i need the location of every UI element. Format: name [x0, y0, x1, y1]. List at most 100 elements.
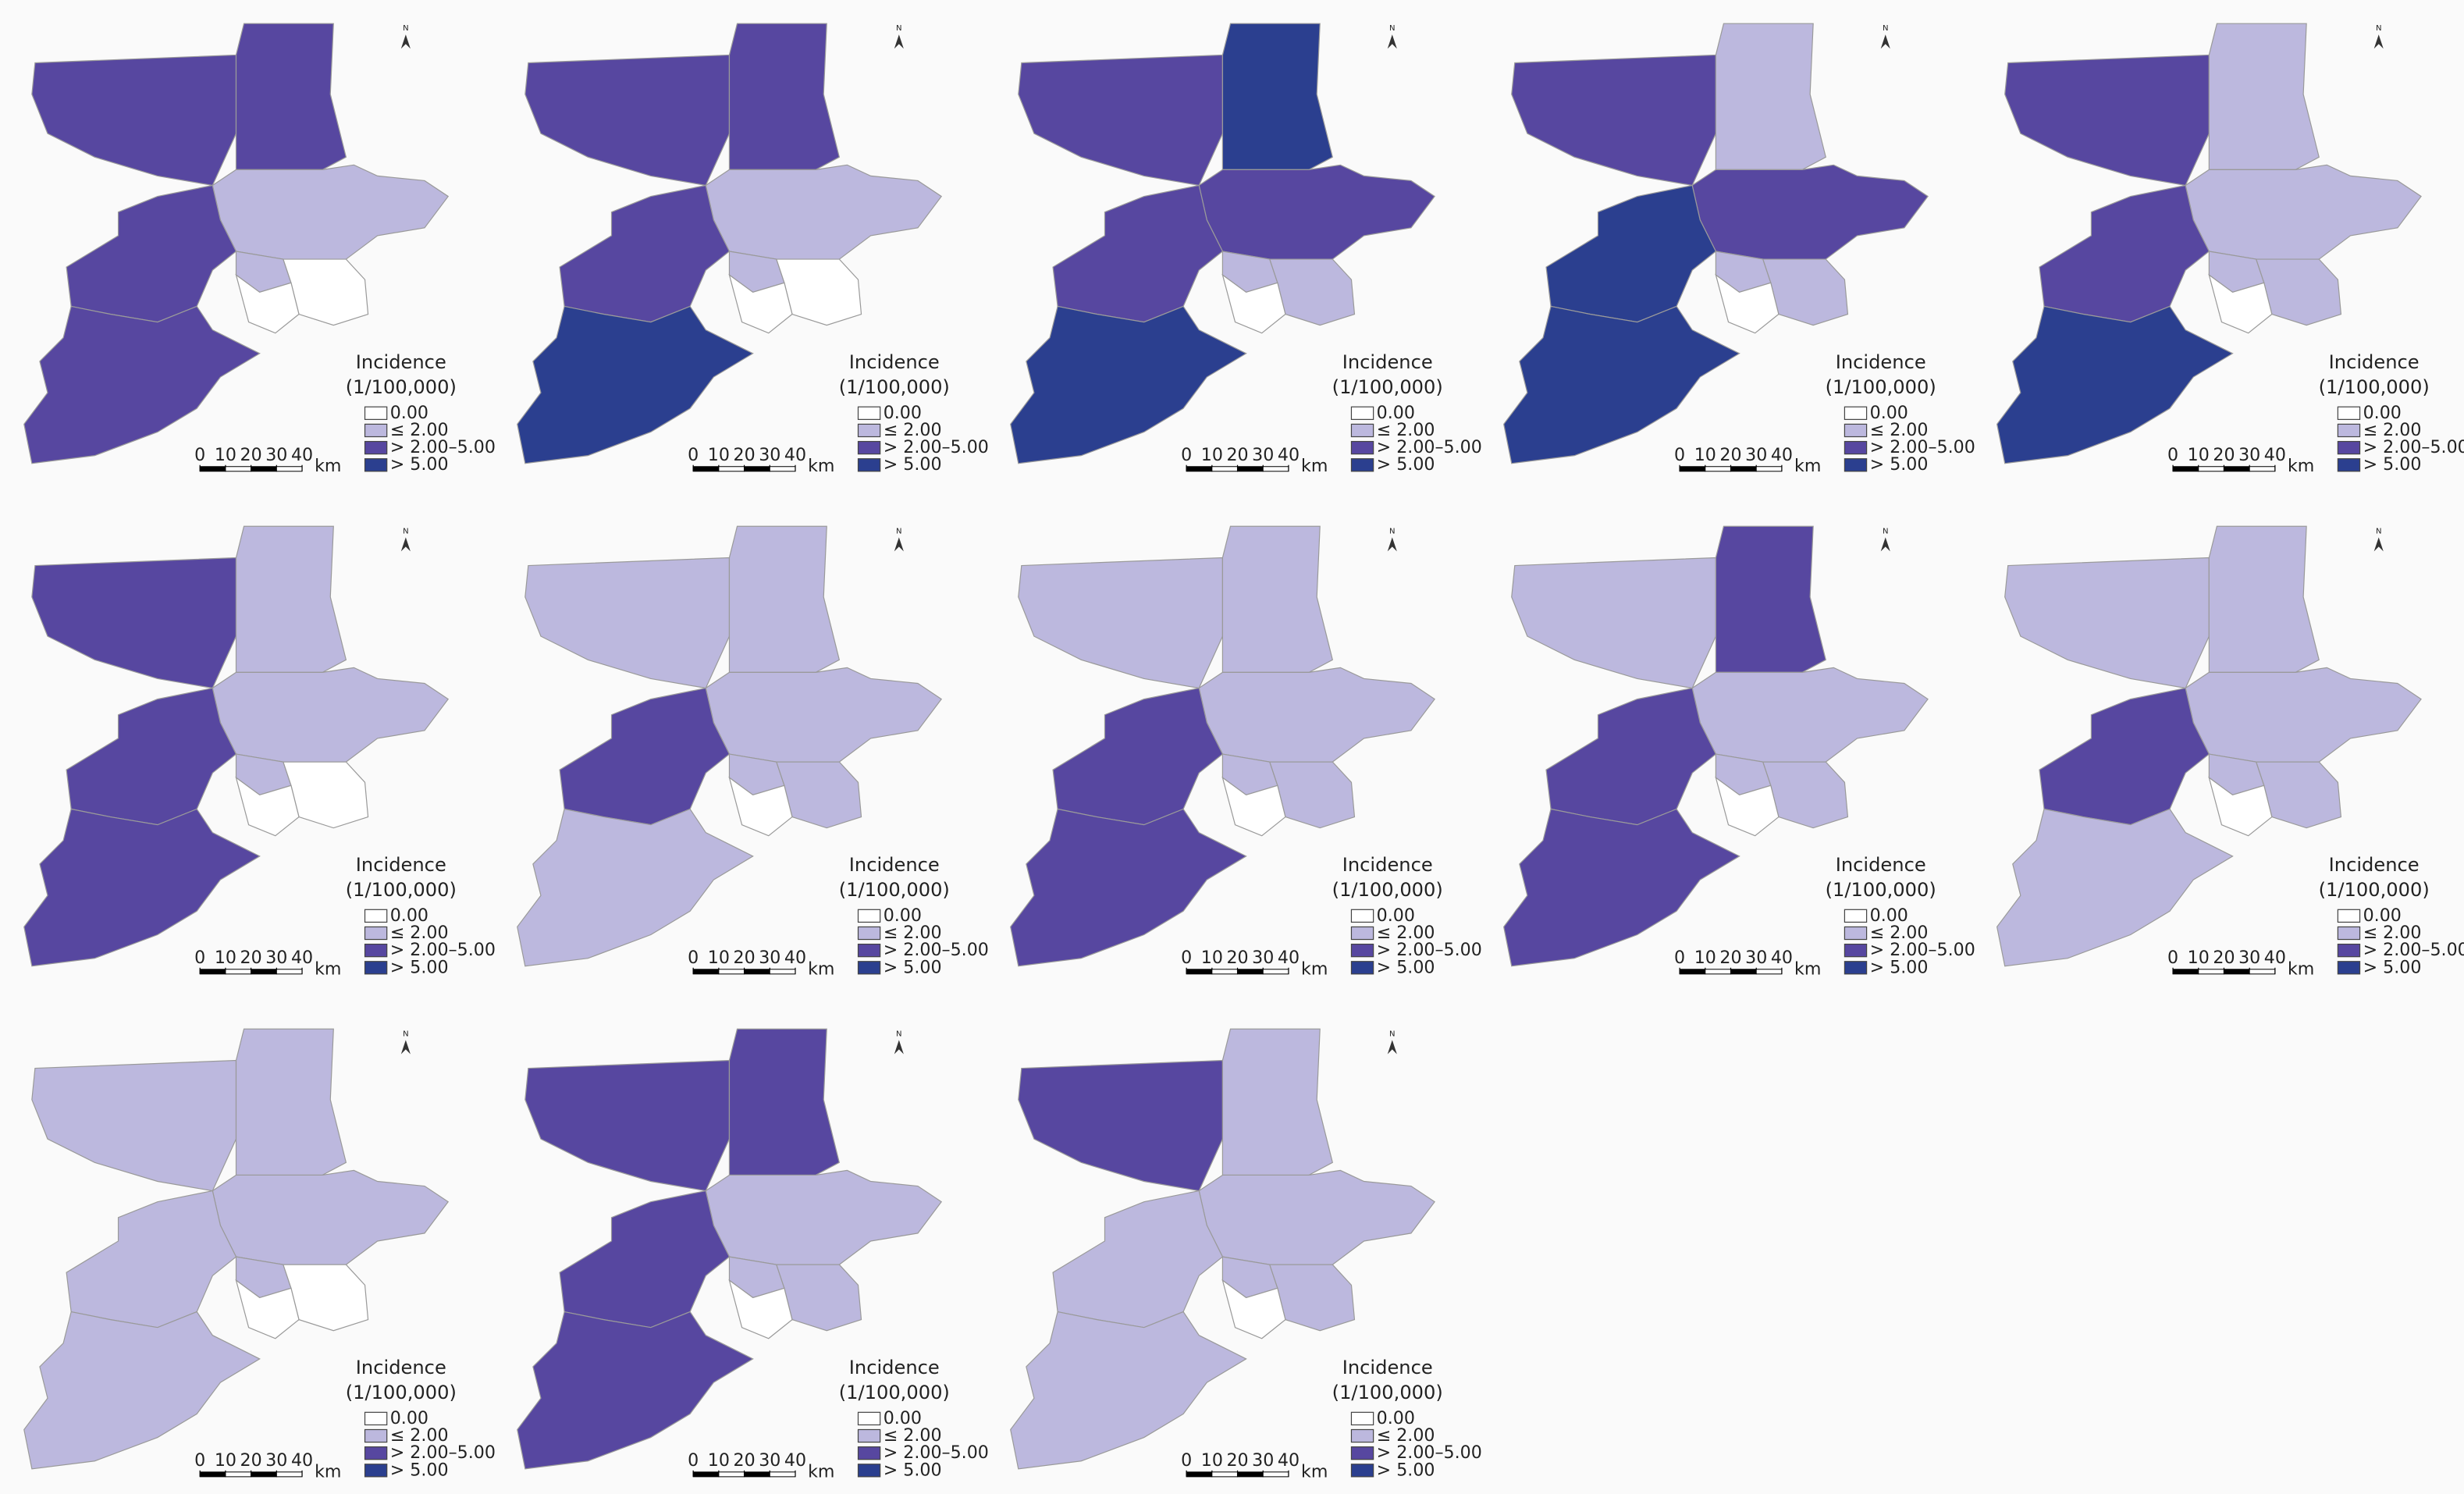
scale-segment: [692, 969, 720, 975]
legend-swatch: [1844, 406, 1868, 420]
district: [559, 184, 731, 323]
north-label: N: [2376, 24, 2382, 33]
scale-unit: km: [315, 1461, 341, 1482]
legend-label: 0.00: [1377, 905, 1415, 926]
legend-label: > 5.00: [884, 1460, 942, 1480]
scale-tick-label: 20: [1226, 948, 1248, 968]
scale-segment: [769, 466, 796, 472]
scale-tick-label: 30: [1745, 948, 1767, 968]
legend-label: 0.00: [2363, 403, 2402, 423]
scale-tick-label: 10: [1694, 948, 1716, 968]
scale-tick-label: 0: [688, 948, 699, 968]
scale-tick-label: 40: [1278, 445, 1300, 465]
legend-swatch: [364, 1464, 388, 1478]
north-label: N: [2376, 527, 2382, 535]
legend-title: Incidence: [356, 854, 446, 876]
district: [235, 1028, 347, 1176]
scale-tick-label: 0: [1181, 948, 1192, 968]
scale-tick-label: 0: [688, 445, 699, 465]
district: [1221, 776, 1286, 837]
map-panel: N Incidence (1/100,000) 0.00≤ 2.00> 2.00–5.…: [1503, 23, 1975, 476]
legend-swatch: [857, 909, 881, 923]
district: [517, 808, 754, 967]
scale-tick-label: 0: [1181, 445, 1192, 465]
district: [1996, 305, 2234, 464]
north-arrow: [400, 537, 411, 552]
scale-segment: [1211, 969, 1239, 975]
scale-tick-label: 10: [1694, 445, 1716, 465]
scale-tick-label: 40: [1771, 948, 1793, 968]
scale-segment: [225, 466, 252, 472]
legend-label: 0.00: [1377, 1408, 1415, 1428]
north-label: N: [1389, 24, 1396, 33]
legend-swatch: [364, 406, 388, 420]
scale-tick-label: 10: [215, 1450, 236, 1471]
district: [2208, 23, 2320, 170]
district: [1511, 557, 1716, 689]
scale-tick-label: 30: [2238, 948, 2260, 968]
scale-tick-label: 0: [194, 1450, 205, 1471]
scale-segment: [2172, 969, 2199, 975]
legend-label: > 5.00: [2363, 454, 2422, 475]
district: [1052, 687, 1224, 826]
north-label: N: [1389, 527, 1396, 535]
legend-label: > 5.00: [390, 1460, 449, 1480]
legend-swatch: [1350, 1411, 1374, 1426]
district: [1503, 305, 1740, 464]
north-label: N: [403, 24, 409, 33]
district: [524, 557, 731, 689]
scale-segment: [251, 969, 277, 975]
legend-label: > 2.00–5.00: [1870, 940, 1975, 960]
district: [1511, 54, 1716, 187]
district: [705, 667, 943, 763]
scale-tick-label: 10: [1201, 948, 1223, 968]
district: [1715, 23, 1826, 170]
legend-swatch: [857, 926, 881, 941]
scale-tick-label: 40: [291, 1450, 313, 1471]
scale-segment: [2223, 466, 2250, 472]
legend-swatch: [1844, 961, 1868, 975]
scale-segment: [744, 969, 770, 975]
legend-swatch: [857, 1428, 881, 1443]
scale-segment: [1237, 969, 1264, 975]
north-arrow: [894, 34, 904, 49]
scale-tick-label: 20: [734, 1450, 756, 1471]
legend-label: > 2.00–5.00: [2363, 940, 2464, 960]
scale-segment: [2172, 466, 2199, 472]
legend-label: 0.00: [1870, 403, 1908, 423]
legend-title: Incidence: [2329, 854, 2420, 876]
legend-title: Incidence: [1342, 351, 1433, 373]
scale-tick-label: 40: [2264, 948, 2286, 968]
scale-segment: [718, 466, 745, 472]
legend-swatch: [364, 1428, 388, 1443]
scale-segment: [692, 466, 720, 472]
legend-title: Incidence: [1836, 351, 1926, 373]
district: [1198, 667, 1435, 763]
scale-segment: [251, 466, 277, 472]
legend-label: > 5.00: [1870, 957, 1929, 977]
district: [1010, 1311, 1247, 1470]
legend-label: > 2.00–5.00: [884, 437, 989, 457]
legend-title: Incidence: [2329, 351, 2420, 373]
district: [1221, 1279, 1286, 1339]
district: [1503, 808, 1740, 967]
scale-segment: [1186, 466, 1213, 472]
legend-swatch: [857, 1411, 881, 1426]
scale-tick-label: 20: [240, 948, 262, 968]
scale-unit: km: [2288, 456, 2314, 476]
map-panel: N Incidence (1/100,000) 0.00≤ 2.00> 2.00–5.…: [517, 525, 989, 979]
legend-swatch: [1844, 943, 1868, 958]
scale-tick-label: 40: [291, 948, 313, 968]
district: [1018, 54, 1224, 187]
legend-label: ≤ 2.00: [1377, 1425, 1435, 1446]
scale-unit: km: [1794, 456, 1821, 476]
legend-title: Incidence: [849, 854, 940, 876]
scale-segment: [718, 969, 745, 975]
north-label: N: [896, 1030, 902, 1038]
scale-segment: [1211, 466, 1239, 472]
district: [524, 54, 731, 187]
legend-subtitle: (1/100,000): [346, 879, 457, 901]
legend-swatch: [1350, 926, 1374, 941]
district: [1996, 808, 2234, 967]
scale-tick-label: 30: [265, 1450, 287, 1471]
